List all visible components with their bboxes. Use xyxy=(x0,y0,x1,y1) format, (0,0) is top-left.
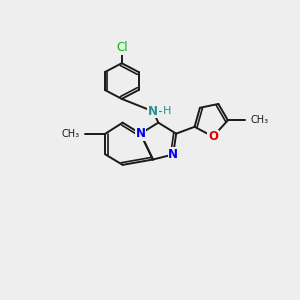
Text: CH₃: CH₃ xyxy=(62,129,80,139)
Text: Cl: Cl xyxy=(116,41,128,54)
Text: CH₃: CH₃ xyxy=(250,115,268,125)
Text: N: N xyxy=(136,127,146,140)
Text: N: N xyxy=(168,148,178,161)
Text: O: O xyxy=(208,130,218,143)
Text: N: N xyxy=(148,105,158,118)
Text: H: H xyxy=(163,106,171,116)
